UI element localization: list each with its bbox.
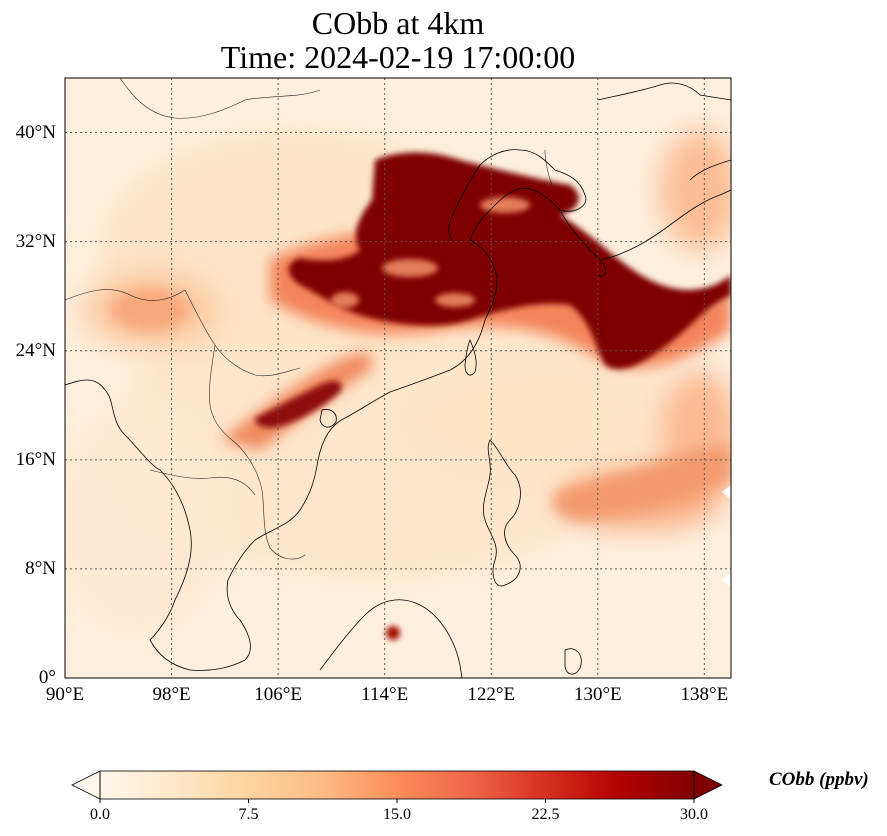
map-title-line2: Time: 2024-02-19 17:00:00	[220, 39, 576, 75]
lat-tick-label: 0°	[38, 667, 56, 688]
lon-tick-label: 98°E	[152, 684, 191, 705]
lon-tick-label: 138°E	[680, 684, 729, 705]
lon-tick-label: 106°E	[254, 684, 302, 705]
lat-tick-label: 16°N	[15, 448, 56, 470]
colorbar-tick-label: 15.0	[383, 806, 411, 823]
lat-tick-label: 8°N	[25, 557, 56, 579]
lat-tick-label: 32°N	[15, 230, 56, 252]
lat-tick-label: 40°N	[15, 121, 56, 143]
colorbar-tick-label: 7.5	[238, 806, 259, 823]
lon-tick-label: 90°E	[45, 684, 85, 705]
map-plot-area	[65, 78, 731, 678]
colorbar-tick-label: 30.0	[680, 806, 708, 823]
lat-tick-label: 24°N	[15, 339, 56, 361]
gridlines	[65, 78, 731, 678]
country-borders	[65, 78, 553, 560]
colorbar-extend-min	[71, 770, 101, 800]
map-frame	[64, 77, 732, 679]
lon-tick-label: 122°E	[467, 684, 516, 705]
colorbar-tick-label: 22.5	[531, 806, 560, 823]
colorbar-label: CObb (ppbv)	[769, 769, 869, 790]
colorbar	[71, 770, 723, 803]
field-core-gaps	[331, 197, 530, 308]
field-plume-core	[255, 152, 731, 640]
colorbar-gradient	[100, 771, 694, 799]
colorbar-tick-label: 0.0	[90, 806, 110, 823]
lon-tick-label: 130°E	[573, 684, 622, 705]
colorbar-extend-max	[693, 770, 723, 800]
lon-tick-label: 114°E	[361, 684, 409, 705]
map-title-line1: CObb at 4km	[311, 5, 485, 41]
coastlines	[65, 82, 731, 678]
